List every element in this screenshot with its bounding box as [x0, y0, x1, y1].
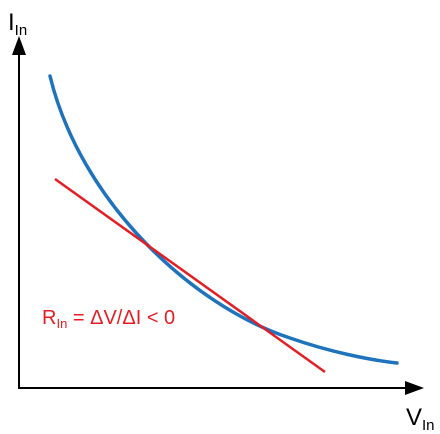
- tangent-line: [54, 177, 326, 374]
- x-axis-label-main: V: [406, 404, 422, 431]
- y-axis-label: IIn: [8, 9, 27, 39]
- y-axis-label-main: I: [8, 9, 15, 36]
- annotation-sub: In: [56, 316, 67, 331]
- y-axis-label-sub: In: [15, 22, 28, 39]
- x-axis-label-sub: In: [422, 417, 435, 434]
- iv-curve: [48, 74, 399, 365]
- annotation-rest: = ΔV/ΔI < 0: [67, 307, 175, 329]
- resistance-annotation: RIn = ΔV/ΔI < 0: [42, 307, 175, 331]
- annotation-main: R: [42, 307, 56, 329]
- x-axis-arrow-icon: [405, 381, 424, 395]
- y-axis-arrow-icon: [12, 36, 26, 55]
- x-axis-label: VIn: [406, 404, 435, 434]
